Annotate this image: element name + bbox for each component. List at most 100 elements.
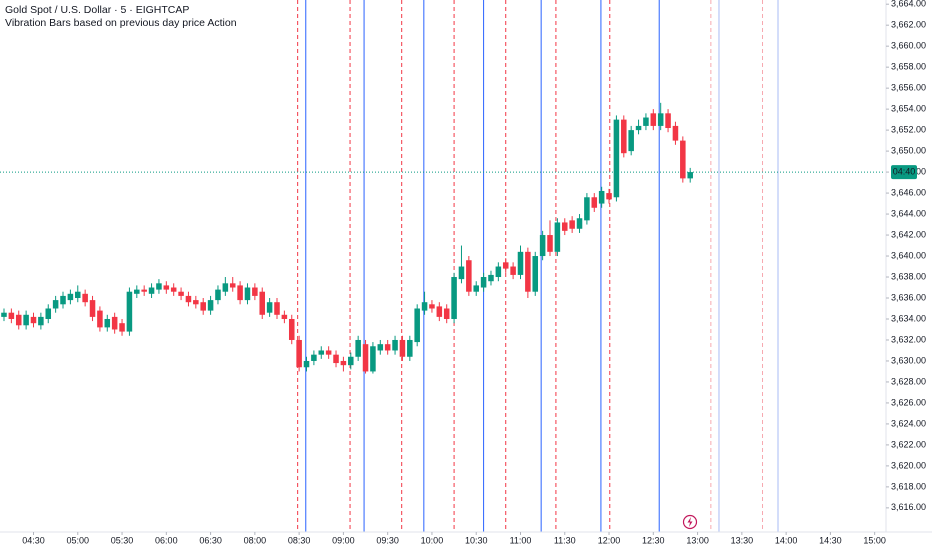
candle-body xyxy=(141,289,147,292)
x-tick-label: 14:30 xyxy=(819,535,842,545)
countdown-label: 04:40 xyxy=(893,166,916,176)
candle-body xyxy=(569,220,575,229)
candle-body xyxy=(532,256,539,292)
x-tick-label: 08:30 xyxy=(288,535,311,545)
candle-body xyxy=(200,302,206,311)
x-tick-label: 12:30 xyxy=(642,535,665,545)
candle-body xyxy=(451,277,457,319)
candle-body xyxy=(340,360,347,366)
y-tick-label: 3,642.00 xyxy=(891,229,926,239)
candle-body xyxy=(510,266,516,275)
candle-body xyxy=(554,222,561,252)
y-tick-label: 3,654.00 xyxy=(891,104,926,114)
candle-body xyxy=(163,285,170,290)
candle-body xyxy=(244,287,251,301)
candle-body xyxy=(229,283,236,288)
vibration-lines xyxy=(0,0,885,532)
candle-body xyxy=(82,293,88,303)
icon-circle xyxy=(682,514,698,530)
candle-body xyxy=(466,260,472,292)
candle-body xyxy=(303,360,310,368)
candles xyxy=(1,102,693,374)
x-tick-label: 14:00 xyxy=(775,535,798,545)
x-tick-label: 13:30 xyxy=(731,535,754,545)
candle-body xyxy=(672,125,679,141)
candle-body xyxy=(458,266,465,280)
x-tick-label: 15:00 xyxy=(863,535,886,545)
candle-body xyxy=(1,312,7,317)
x-tick-label: 09:30 xyxy=(376,535,399,545)
candle-body xyxy=(333,354,339,364)
candle-body xyxy=(89,300,96,317)
candle-body xyxy=(348,356,354,366)
candle-body xyxy=(38,316,44,326)
y-tick-label: 3,662.00 xyxy=(891,20,926,30)
candle-body xyxy=(207,300,214,311)
x-tick-label: 12:00 xyxy=(598,535,621,545)
candle-body xyxy=(156,283,162,290)
candle-body xyxy=(296,339,302,368)
y-tick-label: 3,646.00 xyxy=(891,187,926,197)
y-tick-label: 3,618.00 xyxy=(891,481,926,491)
candle-body xyxy=(377,344,384,351)
y-tick-label: 3,624.00 xyxy=(891,418,926,428)
y-tick-label: 3,640.00 xyxy=(891,250,926,260)
candle-body xyxy=(362,344,369,372)
candle-body xyxy=(222,283,229,292)
x-tick-label: 10:30 xyxy=(465,535,488,545)
candle-body xyxy=(60,295,66,305)
y-tick-label: 3,622.00 xyxy=(891,439,926,449)
candle-body xyxy=(539,235,546,257)
candle-body xyxy=(650,113,657,126)
candle-body xyxy=(429,304,435,309)
y-tick-label: 3,626.00 xyxy=(891,397,926,407)
candle-body xyxy=(111,316,118,330)
candle-body xyxy=(97,310,103,328)
chart-subtitle: Vibration Bars based on previous day pri… xyxy=(5,17,237,29)
candle-body xyxy=(318,350,325,355)
candle-body xyxy=(185,295,192,303)
candle-body xyxy=(170,287,177,292)
candle-body xyxy=(252,287,258,296)
candle-body xyxy=(281,314,288,319)
y-tick-label: 3,630.00 xyxy=(891,355,926,365)
candle-body xyxy=(355,339,361,357)
candle-body xyxy=(148,287,155,294)
candle-body xyxy=(488,274,494,282)
candle-body xyxy=(606,193,612,200)
candle-body xyxy=(621,119,627,154)
x-tick-label: 09:00 xyxy=(332,535,355,545)
x-tick-label: 06:00 xyxy=(155,535,178,545)
x-tick-label: 08:00 xyxy=(244,535,267,545)
y-tick-label: 3,636.00 xyxy=(891,292,926,302)
candle-body xyxy=(325,350,332,355)
x-tick-label: 11:00 xyxy=(510,535,532,545)
x-tick-label: 04:30 xyxy=(22,535,45,545)
candle-body xyxy=(643,117,649,126)
y-tick-label: 3,632.00 xyxy=(891,334,926,344)
y-tick-label: 3,616.00 xyxy=(891,502,926,512)
candle-body xyxy=(399,339,406,357)
candle-body xyxy=(547,235,553,252)
y-tick-label: 3,656.00 xyxy=(891,83,926,93)
candle-body xyxy=(665,113,671,129)
replay-icon[interactable] xyxy=(682,514,698,530)
x-tick-label: 11:30 xyxy=(554,535,576,545)
candle-body xyxy=(67,293,74,301)
candle-body xyxy=(178,291,184,296)
candle-body xyxy=(215,289,221,301)
candle-body xyxy=(584,197,590,221)
candle-body xyxy=(370,346,376,372)
candle-body xyxy=(45,308,52,319)
y-tick-label: 3,664.00 xyxy=(891,0,926,9)
candle-body xyxy=(680,140,686,179)
candle-body xyxy=(274,302,280,315)
candle-body xyxy=(473,285,479,292)
candle-body xyxy=(421,302,428,311)
candle-body xyxy=(119,323,125,332)
y-tick-label: 3,660.00 xyxy=(891,41,926,51)
y-tick-label: 3,658.00 xyxy=(891,62,926,72)
candle-body xyxy=(259,291,266,315)
candle-body xyxy=(495,266,502,278)
y-tick-label: 3,644.00 xyxy=(891,208,926,218)
